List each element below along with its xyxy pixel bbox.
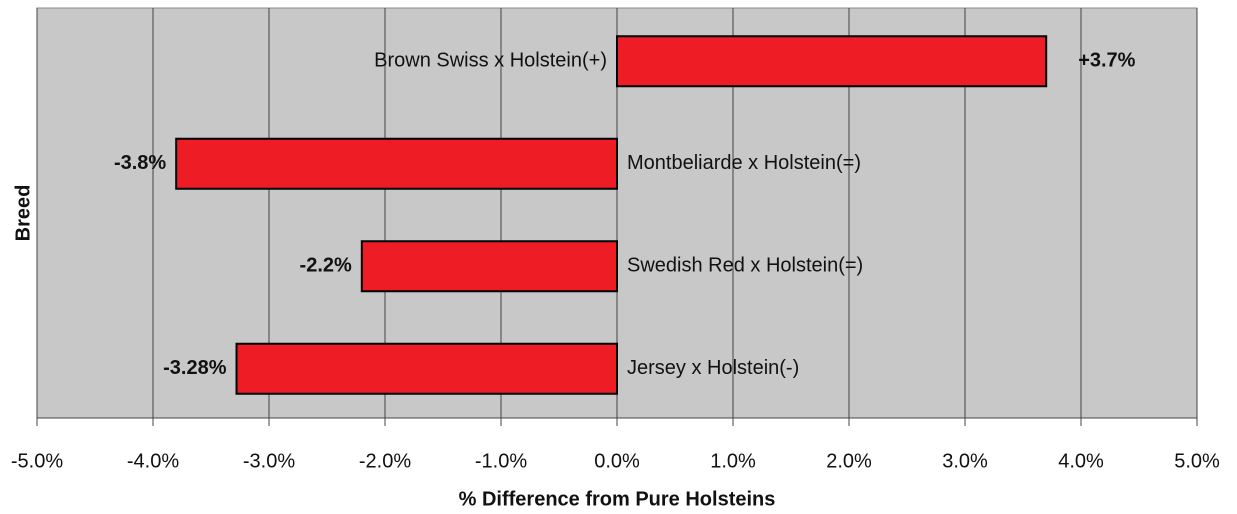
x-tick-label: 1.0% (710, 450, 756, 472)
x-tick-label: -1.0% (475, 450, 527, 472)
category-label: Brown Swiss x Holstein(+) (374, 50, 607, 72)
value-label: -3.8% (114, 152, 166, 174)
x-tick-label: -3.0% (243, 450, 295, 472)
x-tick-label: 5.0% (1174, 450, 1220, 472)
bar (616, 35, 1048, 88)
x-tick-label: 3.0% (942, 450, 988, 472)
category-label: Swedish Red x Holstein(=) (627, 255, 863, 277)
x-tick-label: -4.0% (127, 450, 179, 472)
bar (360, 240, 618, 293)
bar (175, 137, 618, 190)
value-label: +3.7% (1078, 50, 1135, 72)
value-label: -2.2% (300, 255, 352, 277)
bar (235, 342, 619, 395)
x-tick-label: 0.0% (594, 450, 640, 472)
value-label: -3.28% (163, 357, 227, 379)
x-axis-label: % Difference from Pure Holsteins (459, 488, 776, 510)
x-tick-label: 4.0% (1058, 450, 1104, 472)
x-tick-label: -5.0% (11, 450, 63, 472)
y-axis-label: Breed (12, 185, 34, 242)
x-tick-label: -2.0% (359, 450, 411, 472)
category-label: Montbeliarde x Holstein(=) (627, 152, 861, 174)
category-label: Jersey x Holstein(-) (627, 357, 799, 379)
x-tick-label: 2.0% (826, 450, 872, 472)
